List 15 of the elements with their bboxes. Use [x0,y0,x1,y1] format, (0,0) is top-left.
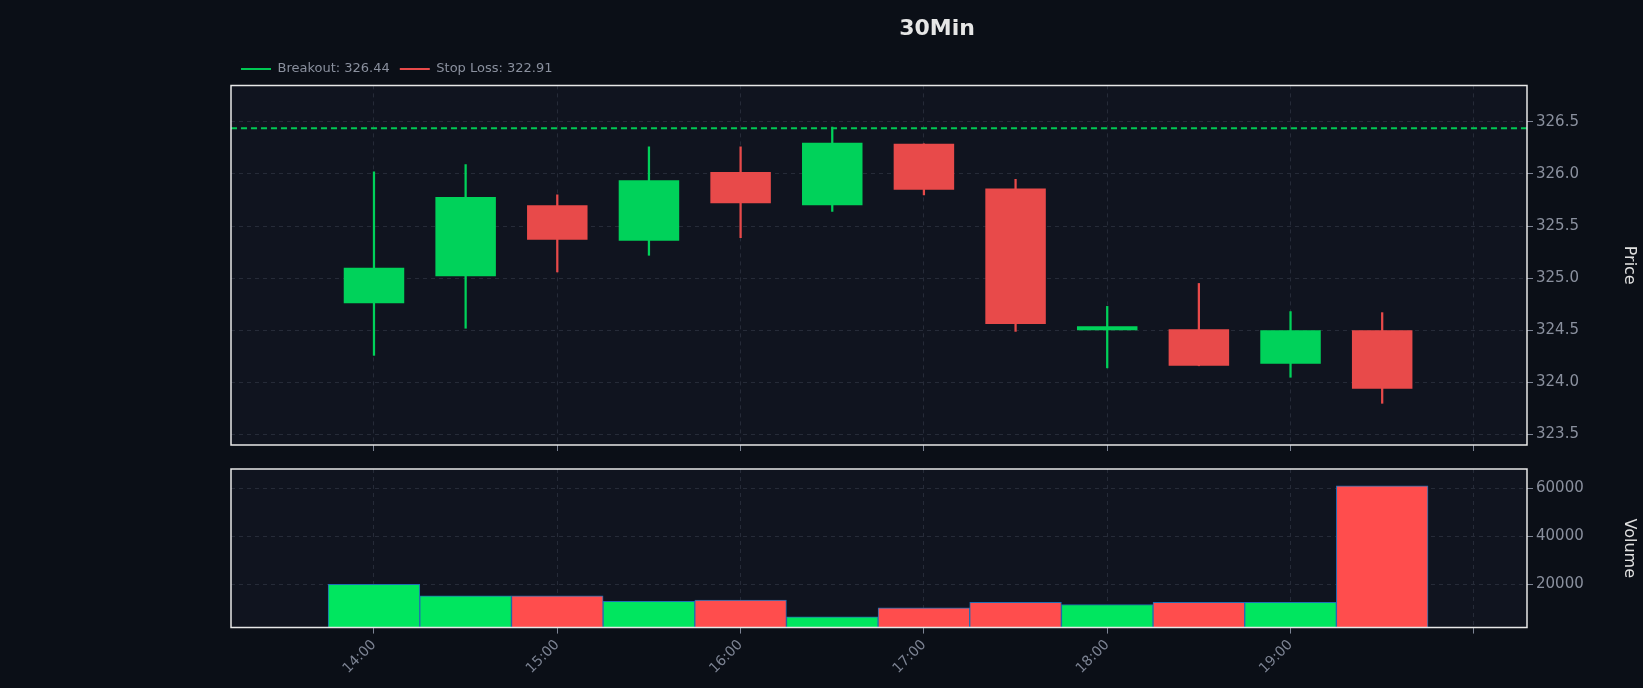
y-axis-title: Price [1621,245,1641,285]
y-tick-label: 326.0 [1536,163,1579,182]
y-tick-label: 324.0 [1536,372,1579,391]
legend-label: Breakout: 326.44 [277,60,390,76]
y-axis-title: Volume [1621,518,1641,579]
y-tick-label: 40000 [1536,526,1584,545]
chart-title: 30Min [899,14,975,40]
y-tick-label: 325.0 [1536,268,1579,287]
y-tick-label: 20000 [1536,574,1584,593]
y-tick-label: 324.5 [1536,320,1579,339]
y-tick-label: 60000 [1536,478,1584,497]
y-tick-label: 326.5 [1536,111,1579,130]
y-tick-label: 323.5 [1536,424,1579,443]
text: Stop Loss: 322.91 [436,60,553,76]
y-tick-label: 325.5 [1536,216,1579,234]
